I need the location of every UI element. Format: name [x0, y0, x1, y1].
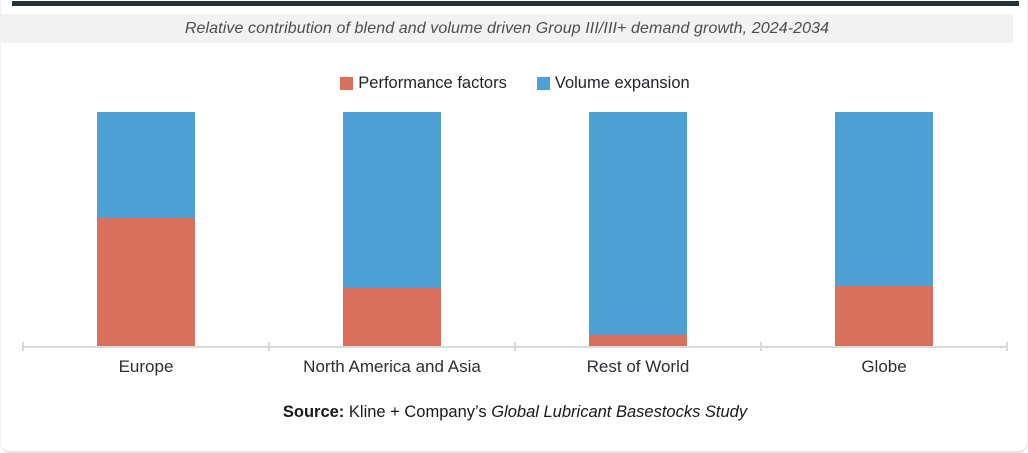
source-line: Source: Kline + Company’s Global Lubrica… [1, 403, 1028, 422]
legend-item: Volume expansion [536, 73, 690, 93]
top-border-line [12, 1, 1019, 6]
legend-swatch-icon [536, 76, 550, 90]
category-label: North America and Asia [303, 357, 481, 376]
bar-segment [97, 112, 195, 218]
stacked-bar [343, 112, 441, 347]
stacked-bar [589, 112, 687, 347]
legend-swatch-icon [340, 76, 354, 90]
axis-tick [22, 342, 24, 351]
stacked-bar [97, 112, 195, 347]
legend-label: Performance factors [358, 73, 507, 92]
source-label: Source: [282, 403, 345, 421]
source-publisher: Kline + Company’s [344, 403, 492, 421]
bar-segment [97, 217, 195, 347]
x-axis-line [22, 342, 1008, 351]
bar-segment [835, 112, 933, 286]
bar-slot [515, 112, 761, 347]
bar-segment [343, 112, 441, 289]
bar-slot [23, 112, 269, 347]
axis-tick [514, 342, 516, 351]
source-study-title: Global Lubricant Basestocks Study [491, 403, 748, 421]
legend-label: Volume expansion [554, 73, 690, 92]
chart-title: Relative contribution of blend and volum… [184, 19, 830, 37]
category-label: Globe [861, 357, 907, 376]
legend-item: Performance factors [340, 74, 507, 93]
axis-tick [268, 342, 270, 351]
category-axis-labels: Europe North America and Asia Rest of Worl… [23, 357, 1007, 377]
bar-segment [835, 285, 933, 347]
bar-slot [761, 112, 1007, 347]
axis-tick [760, 342, 762, 351]
bar-slot [269, 112, 515, 347]
legend: Performance factors Volume expansion [1, 72, 1028, 94]
axis-tick [1006, 342, 1008, 351]
category-label: Europe [118, 357, 174, 376]
plot-area [23, 112, 1007, 347]
title-strip: Relative contribution of blend and volum… [1, 14, 1013, 43]
bar-segment [589, 335, 687, 347]
stacked-bar [835, 112, 933, 347]
bar-segment [589, 112, 687, 336]
bar-segment [343, 288, 441, 347]
category-label: Rest of World [586, 357, 690, 376]
